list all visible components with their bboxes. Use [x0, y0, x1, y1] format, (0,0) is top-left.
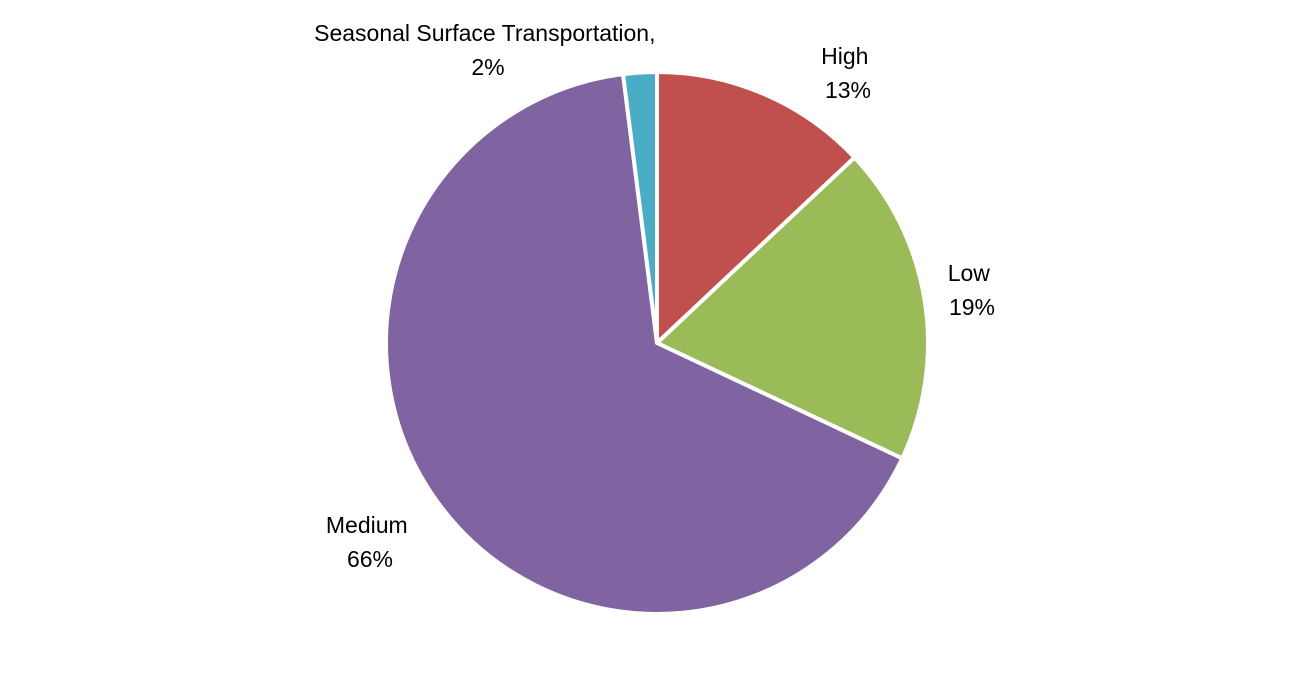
data-label-high-percent: 13% — [825, 77, 871, 103]
data-label-low-percent: 19% — [949, 294, 995, 320]
data-label-low: Low 19% — [948, 260, 997, 320]
data-label-seasonal-name: Seasonal Surface Transportation, — [314, 20, 655, 46]
pie-slice-medium — [384, 72, 905, 616]
data-label-seasonal-percent: 2% — [471, 54, 504, 80]
data-label-medium-name: Medium — [326, 512, 408, 538]
pie-slice-low — [655, 155, 930, 461]
data-label-high: High 13% — [821, 43, 875, 103]
pie-data-labels: High 13% Low 19% Medium 66% Seasonal Sur… — [314, 20, 997, 572]
data-label-high-name: High — [821, 43, 868, 69]
pie-slice-seasonal-surface-transportation — [621, 70, 659, 345]
pie-slice-high — [655, 70, 857, 345]
data-label-medium: Medium 66% — [326, 512, 414, 572]
data-label-low-name: Low — [948, 260, 991, 286]
data-label-seasonal-surface-transportation: Seasonal Surface Transportation, 2% — [314, 20, 662, 80]
data-label-medium-percent: 66% — [347, 546, 393, 572]
pie-slices — [384, 70, 930, 616]
